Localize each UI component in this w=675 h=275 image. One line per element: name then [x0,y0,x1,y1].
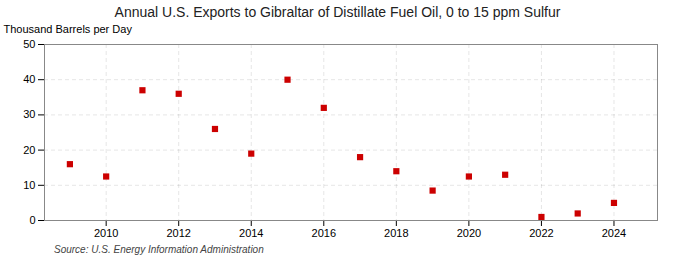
svg-text:10: 10 [23,179,35,191]
svg-text:0: 0 [29,214,35,226]
svg-text:40: 40 [23,73,35,85]
svg-text:50: 50 [23,38,35,50]
html-text:Source: U.S. Energy Informatio: Source: U.S. Energy Information Administ… [54,244,264,255]
svg-text:2010: 2010 [94,227,118,239]
svg-text:2020: 2020 [457,227,481,239]
svg-text:Thousand Barrels per Day: Thousand Barrels per Day [4,23,133,35]
html-text:Annual U.S. Exports to Gibralt: Annual U.S. Exports to Gibraltar of Dist… [114,4,561,20]
svg-text:2018: 2018 [384,227,408,239]
svg-text:2012: 2012 [166,227,190,239]
svg-text:2014: 2014 [239,227,263,239]
svg-text:2016: 2016 [312,227,336,239]
svg-text:2022: 2022 [529,227,553,239]
svg-text:2024: 2024 [602,227,626,239]
svg-text:30: 30 [23,108,35,120]
svg-text:20: 20 [23,144,35,156]
